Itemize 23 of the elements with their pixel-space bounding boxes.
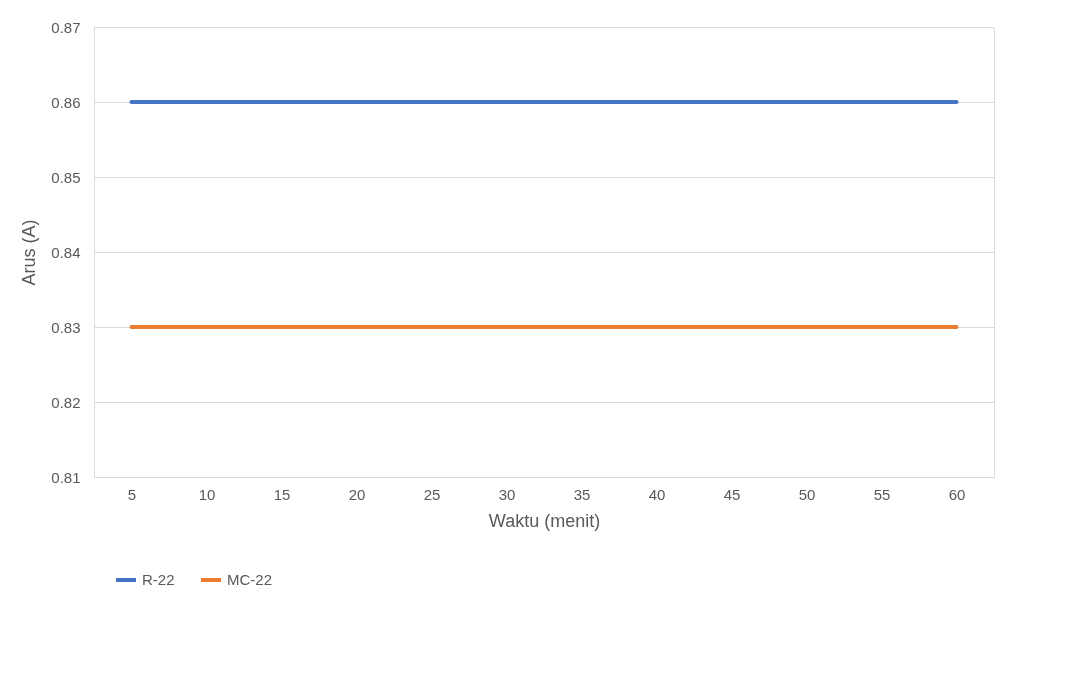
- y-tick-label: 0.87: [51, 18, 81, 36]
- y-tick-label: 0.83: [51, 318, 81, 336]
- x-tick-label: 35: [573, 485, 591, 503]
- legend-label: MC-22: [227, 571, 273, 588]
- y-tick-label: 0.82: [51, 393, 81, 411]
- y-tick-label: 0.85: [51, 168, 81, 186]
- x-tick-label: 40: [648, 485, 666, 503]
- x-tick-label: 20: [348, 485, 366, 503]
- x-tick-label: 50: [798, 485, 816, 503]
- x-tick-label: 10: [198, 485, 216, 503]
- x-tick-label: 15: [273, 485, 291, 503]
- y-axis-title: Arus (A): [19, 219, 40, 286]
- x-tick-label: 45: [723, 485, 741, 503]
- y-tick-label: 0.86: [51, 93, 81, 111]
- x-tick-label: 30: [498, 485, 516, 503]
- y-tick-label: 0.81: [51, 468, 81, 486]
- x-tick-label: 55: [873, 485, 891, 503]
- x-tick-label: 5: [127, 485, 137, 503]
- y-tick-label: 0.84: [51, 243, 81, 261]
- x-tick-label: 25: [423, 485, 441, 503]
- legend-label: R-22: [142, 571, 175, 588]
- x-axis-title: Waktu (menit): [488, 510, 601, 531]
- x-tick-label: 60: [948, 485, 966, 503]
